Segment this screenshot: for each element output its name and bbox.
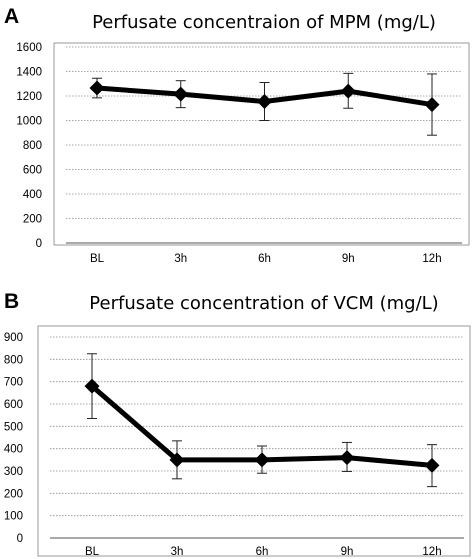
- y-tick-label-b: 200: [4, 488, 23, 500]
- data-point-b: [424, 457, 440, 473]
- y-tick-label-a: 1400: [16, 67, 42, 79]
- x-tick-label-a: BL: [90, 253, 105, 265]
- y-tick-label-b: 800: [4, 354, 23, 366]
- data-point-a: [257, 94, 272, 110]
- data-point-b: [84, 378, 100, 394]
- y-tick-label-b: 0: [17, 533, 23, 545]
- y-tick-label-b: 300: [4, 466, 23, 478]
- chart-panel-a: A Perfusate concentraion of MPM (mg/L) 0…: [4, 5, 470, 265]
- panel-label-b: B: [4, 290, 19, 313]
- y-tick-label-a: 1000: [16, 116, 42, 128]
- y-tick-label-a: 800: [23, 140, 42, 152]
- y-tick-label-a: 400: [23, 189, 42, 201]
- y-tick-label-a: 200: [23, 214, 42, 226]
- chart-title-mpm: Perfusate concentraion of MPM (mg/L): [92, 12, 436, 33]
- data-point-a: [424, 97, 440, 113]
- x-tick-label-b: 9h: [341, 546, 354, 558]
- y-tick-label-b: 700: [4, 377, 23, 389]
- x-tick-label-b: 12h: [422, 546, 441, 558]
- y-tick-label-a: 0: [36, 238, 42, 250]
- x-tick-label-b: 3h: [171, 546, 184, 558]
- data-point-a: [89, 80, 105, 96]
- x-tick-label-b: BL: [85, 546, 100, 558]
- plot-frame-a: [53, 42, 470, 246]
- chart-title-vcm: Perfusate concentration of VCM (mg/L): [89, 293, 438, 314]
- y-tick-label-b: 500: [4, 421, 23, 433]
- chart-panel-b: B Perfusate concentration of VCM (mg/L) …: [4, 290, 471, 558]
- x-tick-label-a: 3h: [174, 253, 187, 265]
- x-tick-label-b: 6h: [256, 546, 269, 558]
- panel-label-a: A: [4, 5, 19, 28]
- data-point-b: [339, 450, 355, 466]
- x-tick-label-a: 12h: [422, 253, 441, 265]
- data-point-b: [169, 452, 185, 468]
- x-tick-label-a: 9h: [342, 253, 355, 265]
- plot-frame-b: [37, 325, 471, 557]
- y-tick-label-b: 900: [4, 332, 23, 344]
- data-point-b: [254, 452, 270, 468]
- y-tick-label-a: 1200: [16, 91, 42, 103]
- data-point-a: [340, 83, 356, 99]
- x-tick-label-a: 6h: [258, 253, 271, 265]
- data-point-a: [173, 86, 189, 102]
- y-tick-label-a: 600: [23, 165, 42, 177]
- y-tick-label-b: 100: [4, 511, 23, 523]
- y-tick-label-b: 400: [4, 444, 23, 456]
- y-tick-label-a: 1600: [16, 42, 42, 54]
- y-tick-label-b: 600: [4, 399, 23, 411]
